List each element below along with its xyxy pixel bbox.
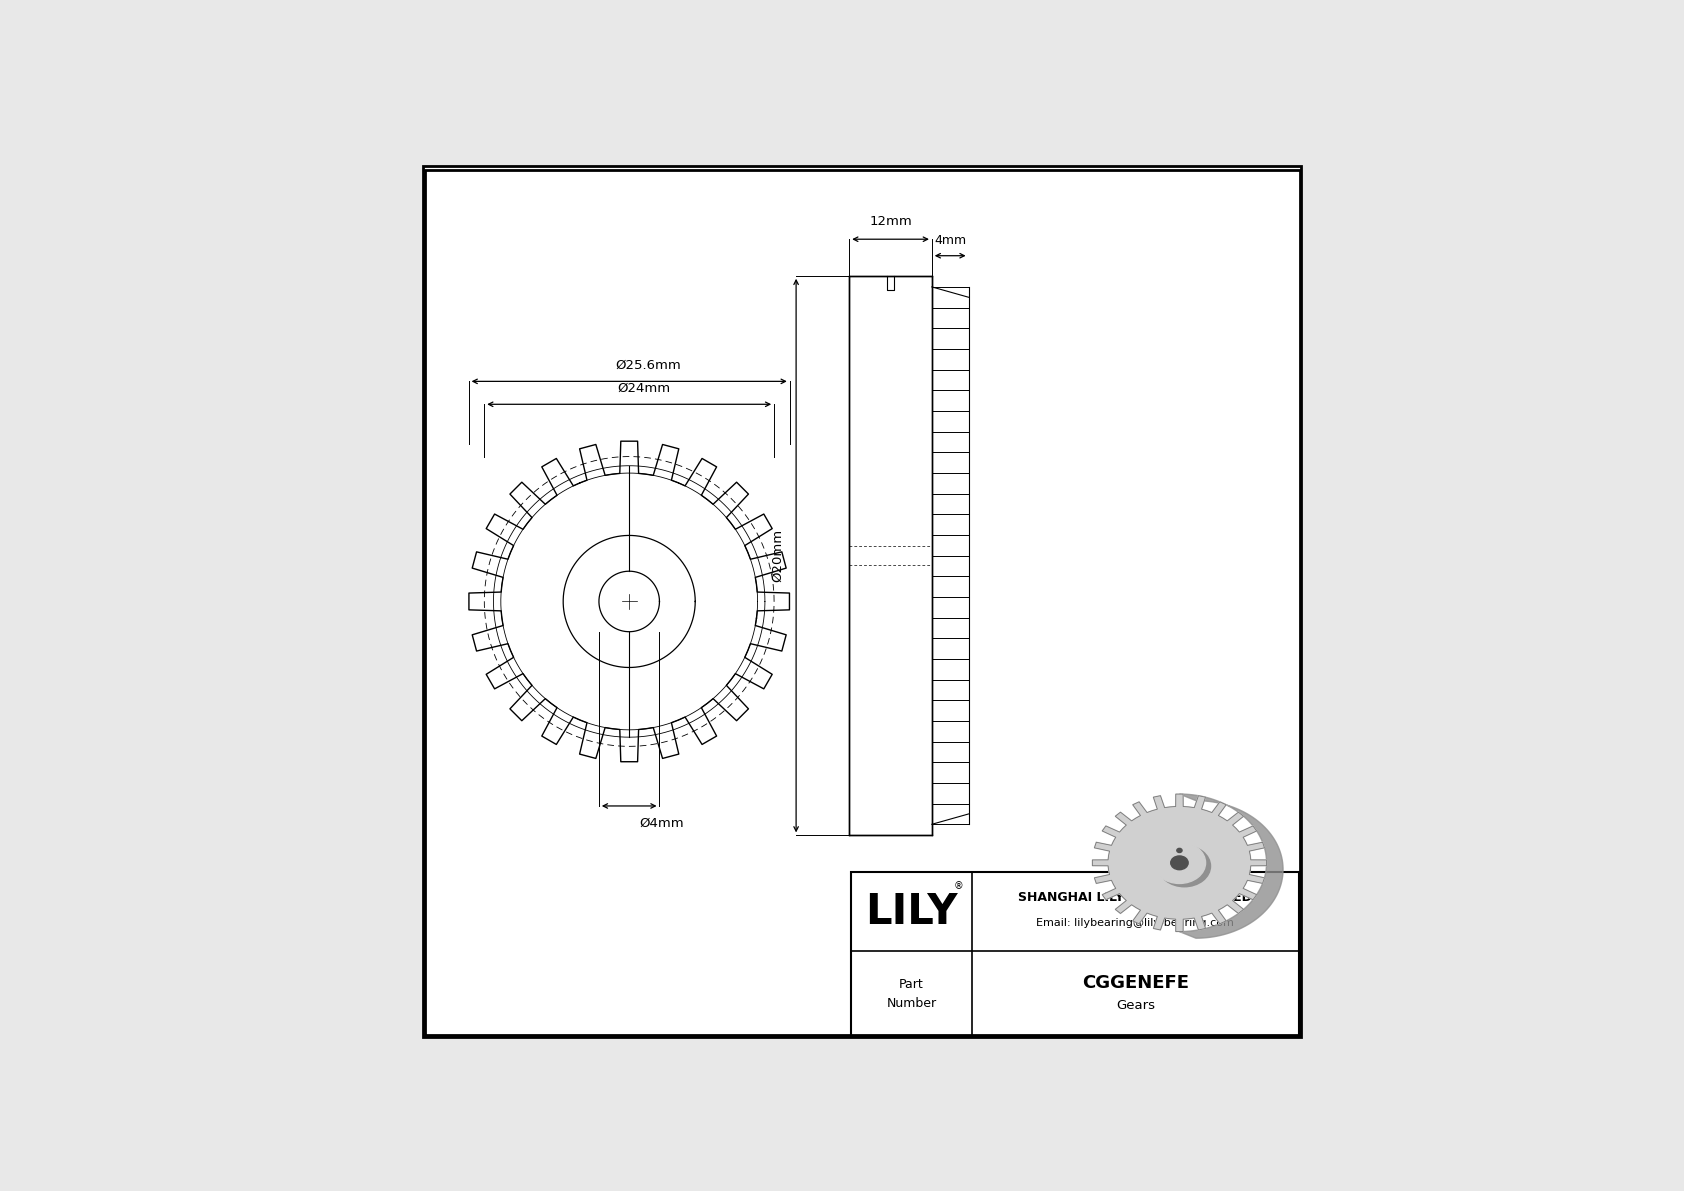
- Text: Email: lilybearing@lily-bearing.com: Email: lilybearing@lily-bearing.com: [1036, 917, 1234, 928]
- Text: SHANGHAI LILY BEARING LIMITED: SHANGHAI LILY BEARING LIMITED: [1019, 891, 1253, 904]
- Ellipse shape: [1154, 842, 1206, 884]
- Polygon shape: [1179, 794, 1283, 939]
- Text: Ø20mm: Ø20mm: [771, 529, 785, 582]
- Text: Ø24mm: Ø24mm: [616, 382, 670, 395]
- Ellipse shape: [1177, 848, 1182, 853]
- Text: LILY: LILY: [866, 891, 958, 933]
- Text: 4mm: 4mm: [935, 233, 967, 247]
- Bar: [850, 872, 1298, 1037]
- Text: Gears: Gears: [1116, 998, 1155, 1011]
- Text: Ø25.6mm: Ø25.6mm: [616, 360, 682, 372]
- Text: Part: Part: [899, 979, 925, 991]
- Text: Number: Number: [886, 997, 936, 1010]
- Text: 12mm: 12mm: [869, 216, 913, 229]
- Text: Ø4mm: Ø4mm: [638, 817, 684, 830]
- Text: CGGENEFE: CGGENEFE: [1081, 974, 1189, 992]
- Polygon shape: [1093, 794, 1266, 931]
- Bar: [849, 276, 931, 835]
- Text: ®: ®: [953, 881, 963, 891]
- Ellipse shape: [1170, 856, 1189, 869]
- Ellipse shape: [1159, 846, 1211, 887]
